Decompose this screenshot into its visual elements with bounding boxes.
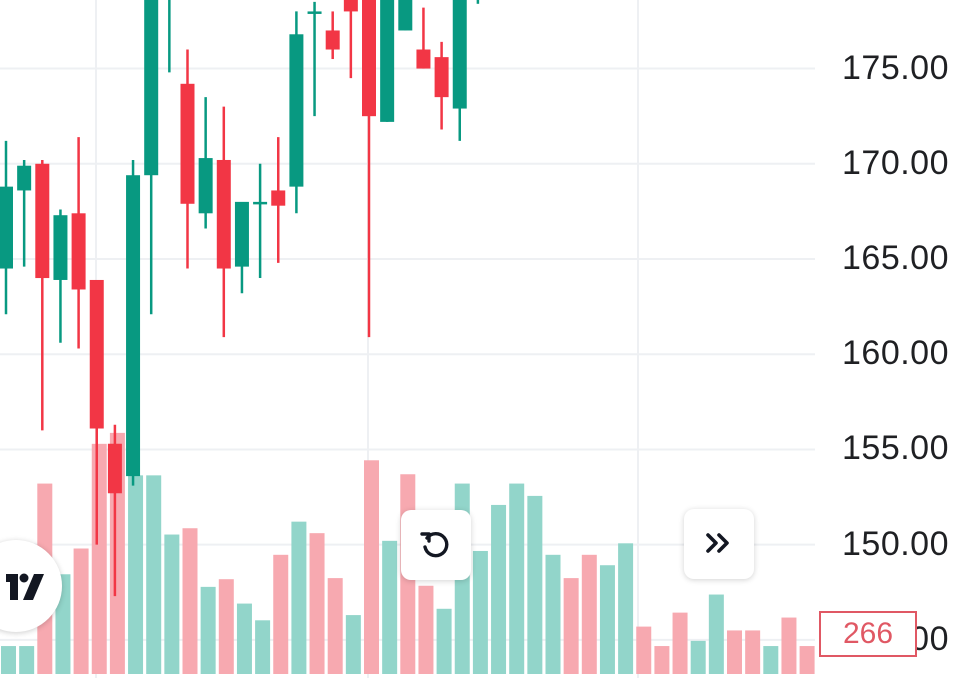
price-series	[0, 0, 480, 597]
candle-body	[434, 57, 449, 98]
volume-bar	[672, 612, 688, 674]
volume-bar	[745, 630, 761, 674]
volume-bar	[581, 554, 597, 674]
volume-bar	[182, 528, 198, 674]
volume-bar	[309, 533, 325, 674]
candle-body	[398, 0, 413, 31]
volume-bar	[509, 483, 525, 674]
rotate-ccw-icon	[420, 531, 449, 558]
candle-body	[325, 30, 340, 50]
double-chevron-right-icon	[706, 533, 729, 553]
candle-body	[289, 34, 304, 187]
last-volume-label: 266	[819, 611, 917, 657]
volume-bar	[799, 646, 815, 674]
candle-body	[180, 83, 195, 204]
tradingview-logo-icon	[6, 573, 44, 600]
candle-body	[271, 190, 286, 206]
volume-bar	[727, 630, 742, 674]
volume-bar	[763, 646, 779, 674]
volume-bar	[636, 626, 652, 674]
price-tick-label: 150.00	[842, 524, 949, 563]
price-tick-label: 170.00	[842, 143, 949, 182]
volume-bar	[690, 640, 706, 674]
candle-body	[198, 158, 213, 214]
reset-chart-button[interactable]	[401, 510, 471, 580]
volume-bar	[708, 594, 724, 674]
volume-bar	[146, 475, 162, 674]
volume-bar	[164, 534, 180, 674]
price-tick-label: 160.00	[842, 334, 949, 373]
volume-bar	[527, 495, 543, 674]
candle-body	[380, 0, 395, 122]
candle-body	[253, 201, 268, 205]
price-tick-label: 165.00	[842, 239, 949, 277]
volume-bar	[618, 543, 634, 674]
candle-body	[307, 11, 322, 14]
candle-body	[17, 165, 32, 191]
scroll-to-realtime-button[interactable]	[684, 509, 754, 579]
candle-body	[35, 163, 50, 279]
volume-bar	[19, 646, 35, 674]
volume-bar	[545, 554, 561, 674]
candle-body	[53, 215, 68, 280]
volume-bar	[436, 608, 452, 674]
volume-bar	[382, 540, 398, 674]
volume-bar	[781, 617, 797, 674]
volume-bar	[291, 521, 307, 674]
volume-bar	[91, 443, 107, 674]
candle-body	[343, 0, 358, 12]
volume-bar	[563, 578, 579, 674]
candle-body	[89, 279, 104, 429]
volume-bar	[418, 585, 434, 674]
candle-body	[234, 201, 249, 267]
candle-body	[452, 0, 467, 109]
volume-bar	[236, 603, 252, 674]
price-tick-label: 175.00	[842, 48, 949, 87]
volume-bar	[327, 578, 343, 674]
candle-body	[144, 0, 159, 176]
candle-body	[126, 175, 141, 477]
candle-body	[0, 186, 13, 269]
volume-bar	[491, 504, 507, 674]
volume-bar	[273, 554, 289, 674]
candle-body	[416, 49, 431, 69]
volume-bar	[654, 646, 670, 674]
price-tick-label: 155.00	[842, 429, 949, 468]
volume-bar	[472, 550, 488, 674]
candle-body	[216, 159, 231, 269]
volume-bar	[255, 620, 271, 674]
volume-bar	[73, 548, 89, 674]
candle-body	[71, 213, 86, 290]
volume-bar	[345, 615, 361, 674]
volume-bar	[599, 565, 615, 674]
volume-bar	[218, 579, 234, 674]
volume-bar	[1, 646, 16, 674]
candle-body	[362, 0, 376, 117]
candle-body	[107, 443, 122, 494]
volume-bar	[364, 460, 379, 674]
volume-bar	[128, 475, 144, 674]
volume-bar	[200, 586, 216, 674]
